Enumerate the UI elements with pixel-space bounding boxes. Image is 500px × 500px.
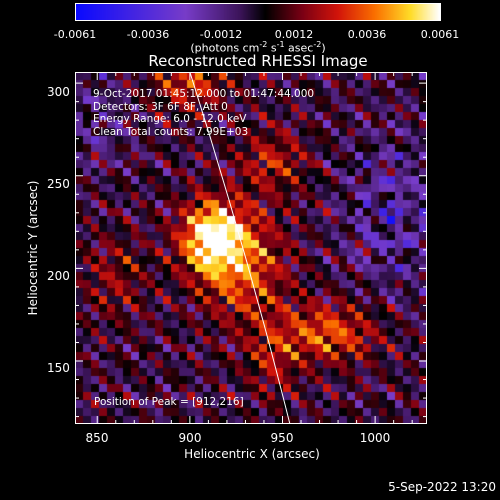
x-axis-label: Heliocentric X (arcsec) <box>184 447 320 461</box>
info-line-time: 9-Oct-2017 01:45:12.000 to 01:47:44.000 <box>93 88 315 100</box>
colorbar-tick-label: 0.0012 <box>274 28 314 41</box>
heatmap-plot <box>75 72 427 424</box>
y-tick-label: 250 <box>47 177 70 191</box>
colorbar-tick-label: -0.0061 <box>53 28 97 41</box>
x-tick-label: 1000 <box>359 431 391 445</box>
y-tick-label: 200 <box>47 269 70 283</box>
colorbar <box>75 3 441 21</box>
colorbar-tick-label: 0.0061 <box>420 28 460 41</box>
y-axis-label: Heliocentric Y (arcsec) <box>26 180 40 316</box>
axis-ticks <box>75 72 427 424</box>
peak-position-label: Position of Peak = [912,216] <box>94 396 244 408</box>
y-tick-label: 300 <box>47 85 70 99</box>
colorbar-tick-label: 0.0036 <box>347 28 387 41</box>
solar-limb-line <box>189 72 291 424</box>
colorbar-units: (photons cm-2 s-1 asec-2) <box>190 40 326 55</box>
info-line-energy: Energy Range: 6.0 - 12.0 keV <box>93 113 247 125</box>
colorbar-tick-label: -0.0012 <box>199 28 243 41</box>
info-line-counts: Clean Total counts: 7.99E+03 <box>93 125 249 138</box>
y-tick-label: 150 <box>47 361 70 375</box>
heatmap-image <box>75 72 427 424</box>
observation-info: 9-Oct-2017 01:45:12.000 to 01:47:44.000 … <box>93 88 314 138</box>
info-line-detectors: Detectors: 3F 6F 8F, Att 0 <box>93 100 228 113</box>
x-tick-label: 950 <box>270 431 294 445</box>
footer-date: 5-Sep-2022 13:20 <box>388 480 496 494</box>
x-tick-label: 900 <box>178 431 202 445</box>
x-tick-label: 850 <box>85 431 109 445</box>
colorbar-tick-label: -0.0036 <box>126 28 170 41</box>
plot-frame <box>75 72 427 424</box>
chart-title: Reconstructed RHESSI Image <box>148 52 368 70</box>
